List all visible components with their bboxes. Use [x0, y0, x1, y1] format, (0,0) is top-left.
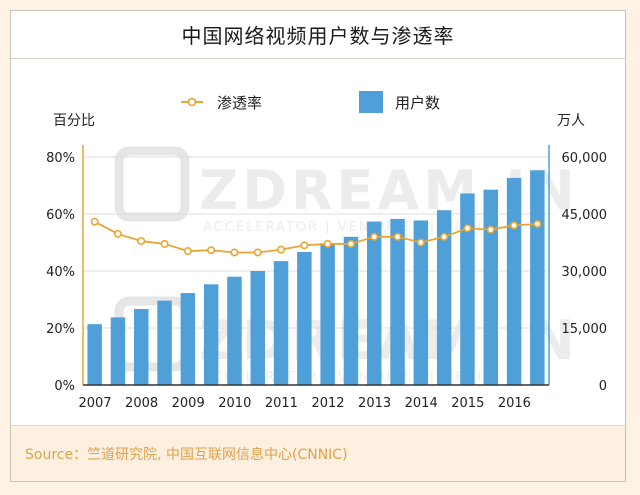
source-note: Source：竺道研究院, 中国互联网信息中心(CNNIC)	[11, 425, 625, 481]
line-point	[534, 221, 540, 227]
x-tick-label: 2009	[172, 396, 205, 411]
line-point	[348, 241, 354, 247]
x-tick-label: 2016	[498, 396, 531, 411]
x-tick-label: 2010	[218, 396, 251, 411]
right-tick-label: 30,000	[562, 265, 608, 280]
left-tick-label: 0%	[54, 379, 75, 394]
line-point	[115, 231, 121, 237]
watermark-logo	[119, 301, 185, 367]
left-tick-label: 80%	[46, 151, 75, 166]
right-tick-label: 45,000	[562, 208, 608, 223]
x-tick-label: 2008	[125, 396, 158, 411]
left-tick-label: 60%	[46, 208, 75, 223]
x-tick-label: 2013	[358, 396, 391, 411]
line-point	[231, 249, 237, 255]
bar	[274, 261, 288, 385]
line-point	[138, 238, 144, 244]
bar	[320, 243, 334, 385]
line-point	[278, 246, 284, 252]
line-point	[161, 241, 167, 247]
line-point	[441, 234, 447, 240]
right-axis-title: 万人	[557, 113, 585, 129]
left-tick-label: 20%	[46, 322, 75, 337]
bar	[344, 237, 358, 385]
bar	[251, 271, 265, 385]
legend-bar-label: 用户数	[395, 94, 440, 112]
bar	[390, 219, 404, 385]
line-point	[464, 225, 470, 231]
watermark-brand: ZDREAM.IN	[199, 159, 579, 222]
right-tick-label: 0	[599, 379, 607, 394]
legend-line-marker	[189, 99, 196, 106]
legend-line-label: 渗透率	[217, 94, 262, 112]
legend-bar-swatch	[359, 91, 383, 113]
bar	[367, 222, 381, 385]
bar	[227, 277, 241, 385]
bar	[460, 193, 474, 385]
bar	[507, 178, 521, 385]
bar	[87, 324, 101, 385]
x-tick-label: 2015	[451, 396, 484, 411]
line-point	[208, 247, 214, 253]
line-point	[301, 242, 307, 248]
bar	[530, 170, 544, 385]
line-point	[255, 249, 261, 255]
watermark-logo	[119, 151, 185, 217]
left-axis-title: 百分比	[53, 113, 95, 129]
bar	[204, 284, 218, 385]
line-point	[418, 239, 424, 245]
x-tick-label: 2012	[311, 396, 344, 411]
line-point	[488, 226, 494, 232]
right-tick-label: 15,000	[562, 322, 608, 337]
line-point	[185, 248, 191, 254]
line-point	[511, 222, 517, 228]
bar	[134, 309, 148, 385]
chart-frame: 中国网络视频用户数与渗透率 ZDREAM.IN ACCELERATOR | VEN…	[10, 10, 626, 482]
bar	[297, 252, 311, 385]
line-point	[394, 234, 400, 240]
bar	[111, 317, 125, 385]
legend: 渗透率 用户数	[181, 91, 440, 113]
x-tick-label: 2014	[405, 396, 438, 411]
bar	[484, 190, 498, 385]
x-tick-label: 2007	[78, 396, 111, 411]
line-point	[324, 241, 330, 247]
x-tick-label: 2011	[265, 396, 298, 411]
bar	[157, 301, 171, 385]
bar	[181, 293, 195, 385]
chart-title: 中国网络视频用户数与渗透率	[11, 11, 625, 59]
left-tick-label: 40%	[46, 265, 75, 280]
line-point	[91, 218, 97, 224]
right-tick-label: 60,000	[562, 151, 608, 166]
line-point	[371, 234, 377, 240]
